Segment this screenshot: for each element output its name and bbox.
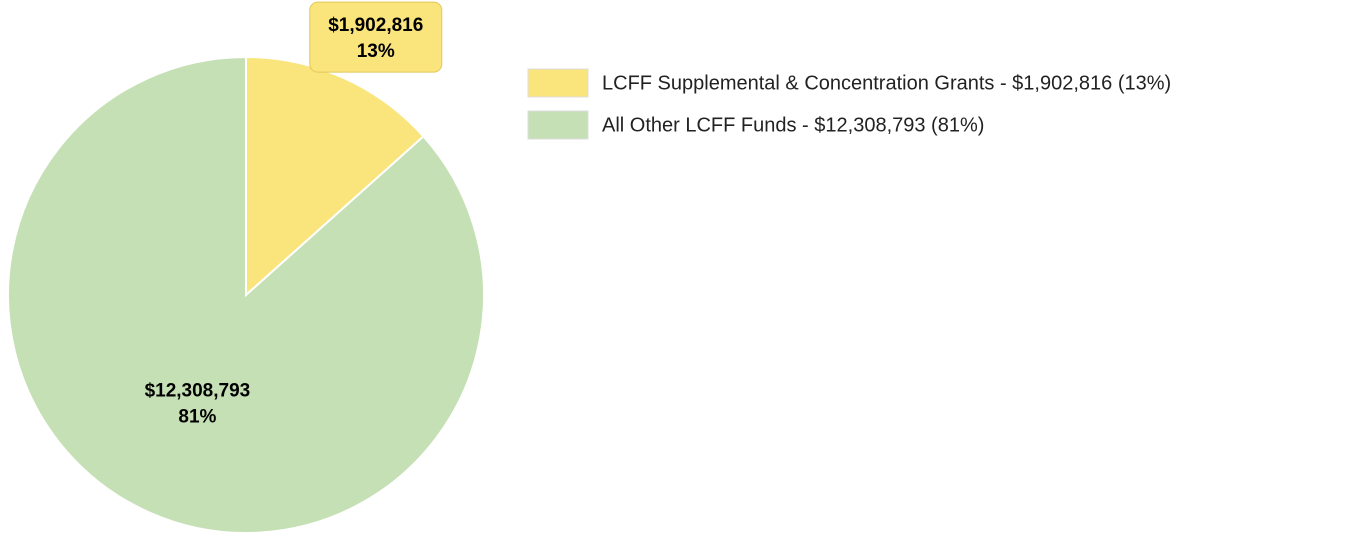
data-label-value: $1,902,816: [328, 15, 423, 36]
data-label-percent: 13%: [357, 41, 395, 62]
data-label-percent: 81%: [178, 407, 216, 428]
legend-swatch: [527, 68, 589, 98]
data-label-box: [309, 1, 443, 73]
legend-swatch: [527, 110, 589, 140]
pie-slice: [7, 55, 485, 534]
legend-label: LCFF Supplemental & Concentration Grants…: [602, 72, 1171, 94]
data-label-value: $12,308,793: [145, 381, 251, 402]
pie-slice: [245, 55, 425, 298]
legend-label: All Other LCFF Funds - $12,308,793 (81%): [602, 114, 984, 136]
